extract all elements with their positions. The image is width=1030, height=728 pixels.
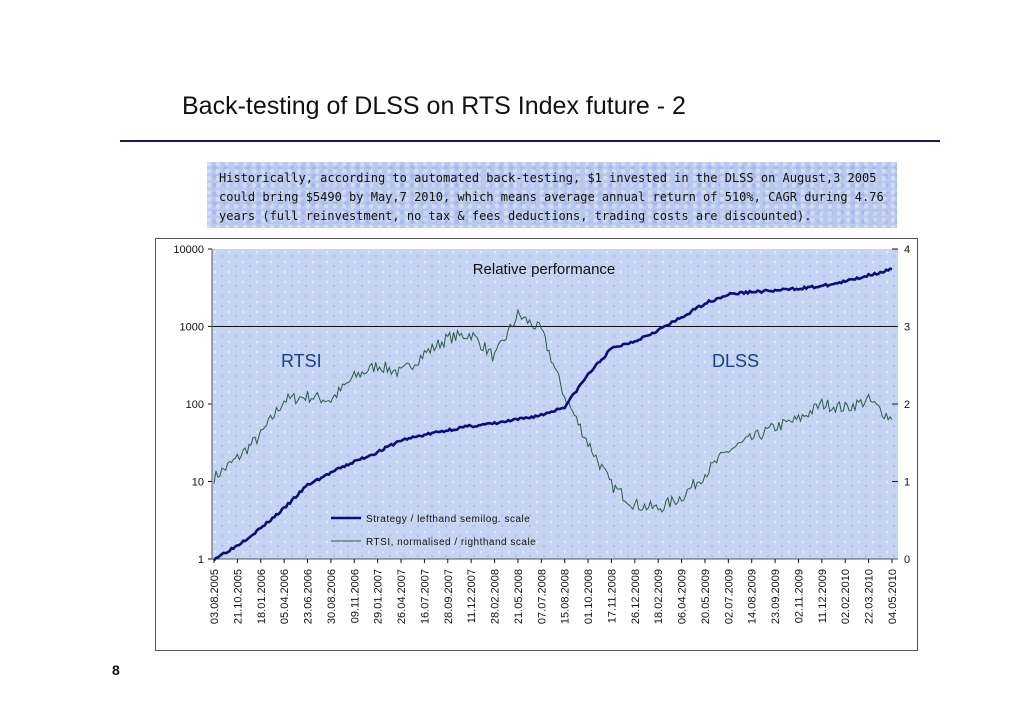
x-tick-label: 02.11.2009 [793, 569, 805, 623]
x-tick-label: 15.08.2008 [560, 569, 572, 624]
x-tick-label: 18.02.2009 [653, 569, 665, 624]
x-tick-label: 23.06.2006 [303, 569, 315, 624]
x-tick-label: 11.12.2007 [466, 569, 478, 623]
x-tick-label: 23.09.2009 [770, 569, 782, 624]
left-tick-label: 1000 [180, 322, 204, 334]
legend: Strategy / lefthand semilog. scale RTSI,… [331, 514, 536, 548]
x-tick-label: 17.11.2008 [606, 569, 618, 623]
x-tick-label: 03.08.2005 [209, 569, 221, 624]
x-tick-label: 26.12.2008 [630, 569, 642, 624]
left-tick-label: 10000 [173, 244, 204, 256]
x-tick-label: 14.08.2009 [747, 569, 759, 624]
x-tick-label: 22.03.2010 [864, 569, 876, 624]
page-number: 8 [112, 662, 120, 678]
right-tick-label: 2 [904, 399, 910, 411]
title-divider [120, 140, 940, 142]
x-tick-label: 21.10.2005 [232, 569, 244, 624]
x-tick-label: 09.11.2006 [349, 569, 361, 623]
x-tick-label: 01.10.2008 [583, 569, 595, 624]
x-tick-label: 04.05.2010 [887, 569, 899, 624]
x-tick-label: 30.08.2006 [326, 569, 338, 624]
annotation-rtsi: RTSI [281, 351, 322, 371]
x-tick-label: 02.02.2010 [840, 569, 852, 624]
x-tick-label: 16.07.2007 [419, 569, 431, 624]
x-tick-label: 05.04.2006 [279, 569, 291, 624]
summary-note: Historically, according to automated bac… [207, 162, 897, 228]
x-tick-label: 20.05.2009 [700, 569, 712, 624]
x-tick-label: 06.04.2009 [677, 569, 689, 624]
slide-title: Back-testing of DLSS on RTS Index future… [182, 92, 686, 120]
left-tick-label: 10 [192, 477, 204, 489]
legend-entry-rtsi: RTSI, normalised / righthand scale [366, 537, 536, 548]
x-tick-label: 21.05.2008 [513, 569, 525, 624]
right-tick-label: 4 [904, 244, 910, 256]
left-tick-label: 100 [186, 399, 204, 411]
x-tick-label: 28.09.2007 [443, 569, 455, 624]
x-tick-label: 18.01.2006 [256, 569, 268, 624]
plot-area [212, 249, 898, 559]
right-tick-label: 1 [904, 477, 910, 489]
x-tick-label: 28.02.2008 [490, 569, 502, 624]
x-tick-label: 29.01.2007 [373, 569, 385, 624]
rtsi-series-line [213, 308, 893, 514]
legend-entry-strategy: Strategy / lefthand semilog. scale [366, 514, 530, 525]
left-tick-label: 1 [198, 554, 204, 566]
x-tick-label: 07.07.2008 [536, 569, 548, 624]
x-tick-label: 11.12.2009 [817, 569, 829, 623]
x-tick-label: 26.04.2007 [396, 569, 408, 624]
right-tick-label: 0 [904, 554, 910, 566]
x-tick-label: 02.07.2009 [723, 569, 735, 624]
right-tick-label: 3 [904, 322, 910, 334]
annotation-dlss: DLSS [712, 351, 759, 371]
chart-title: Relative performance [473, 261, 616, 278]
strategy-series-line [212, 267, 893, 562]
